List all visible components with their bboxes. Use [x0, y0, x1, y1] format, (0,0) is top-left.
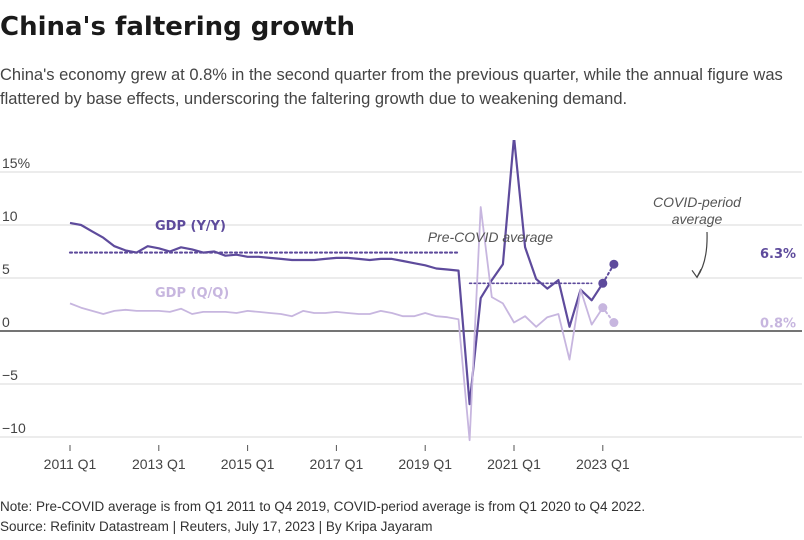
gdp-qq-line	[69, 206, 604, 442]
x-tick-label: 2019 Q1	[398, 456, 452, 472]
y-tick-label: 10	[2, 208, 18, 224]
gdp-qq-q1-point	[598, 303, 608, 313]
x-tick-label: 2023 Q1	[576, 456, 630, 472]
series-layer	[69, 140, 615, 442]
covid-average-arrow	[696, 231, 708, 278]
gdp-line-chart: 15% 10 5 0 −5 −10 2011 Q1 2013 Q1 2015 Q1 2017 Q1…	[0, 140, 802, 472]
gdp-yy-q1-point	[598, 278, 608, 288]
source-line: Source: Refinitv Datastream | Reuters, J…	[0, 519, 433, 534]
gdp-yy-end-label: 6.3%	[760, 247, 796, 262]
gdp-qq-end-label: 0.8%	[760, 317, 796, 332]
gdp-yy-latest-connector	[601, 263, 615, 285]
x-tick-label: 2017 Q1	[310, 456, 364, 472]
chart-title: China's faltering growth	[0, 12, 356, 42]
covid-average-arrowhead	[691, 269, 702, 279]
x-tick-label: 2013 Q1	[132, 456, 186, 472]
covid-period-average-label: COVID-period average	[653, 194, 742, 227]
chart-subtitle: China's economy grew at 0.8% in the seco…	[0, 66, 783, 108]
x-tick-label: 2015 Q1	[221, 456, 275, 472]
y-tick-label: −5	[2, 367, 18, 383]
y-tick-label: 0	[2, 314, 10, 330]
y-tick-label: 5	[2, 261, 10, 277]
gdp-qq-series-label: GDP (Q/Q)	[155, 286, 229, 301]
endpoint-markers	[598, 259, 619, 328]
covid-period-average-label-line: average	[672, 211, 723, 227]
average-lines	[68, 251, 593, 285]
x-tick-label: 2011 Q1	[44, 456, 97, 472]
gdp-yy-line	[69, 140, 604, 406]
y-tick-label: −10	[2, 420, 26, 436]
gdp-yy-latest-point	[609, 259, 619, 269]
label-layer: 6.3% 0.8% GDP (Y/Y) GDP (Q/Q) Pre-COVID aver…	[155, 194, 796, 332]
gdp-yy-series-label: GDP (Y/Y)	[155, 219, 226, 234]
footnote: Note: Pre-COVID average is from Q1 2011 …	[0, 499, 646, 514]
grid-layer: 15% 10 5 0 −5 −10 2011 Q1 2013 Q1 2015 Q1 2017 Q1…	[0, 155, 802, 472]
y-tick-label: 15%	[2, 155, 30, 171]
x-tick-label: 2021 Q1	[487, 456, 541, 472]
gdp-qq-latest-point	[609, 318, 619, 328]
covid-period-average-label-line: COVID-period	[653, 194, 742, 210]
pre-covid-average-label: Pre-COVID average	[428, 229, 553, 245]
